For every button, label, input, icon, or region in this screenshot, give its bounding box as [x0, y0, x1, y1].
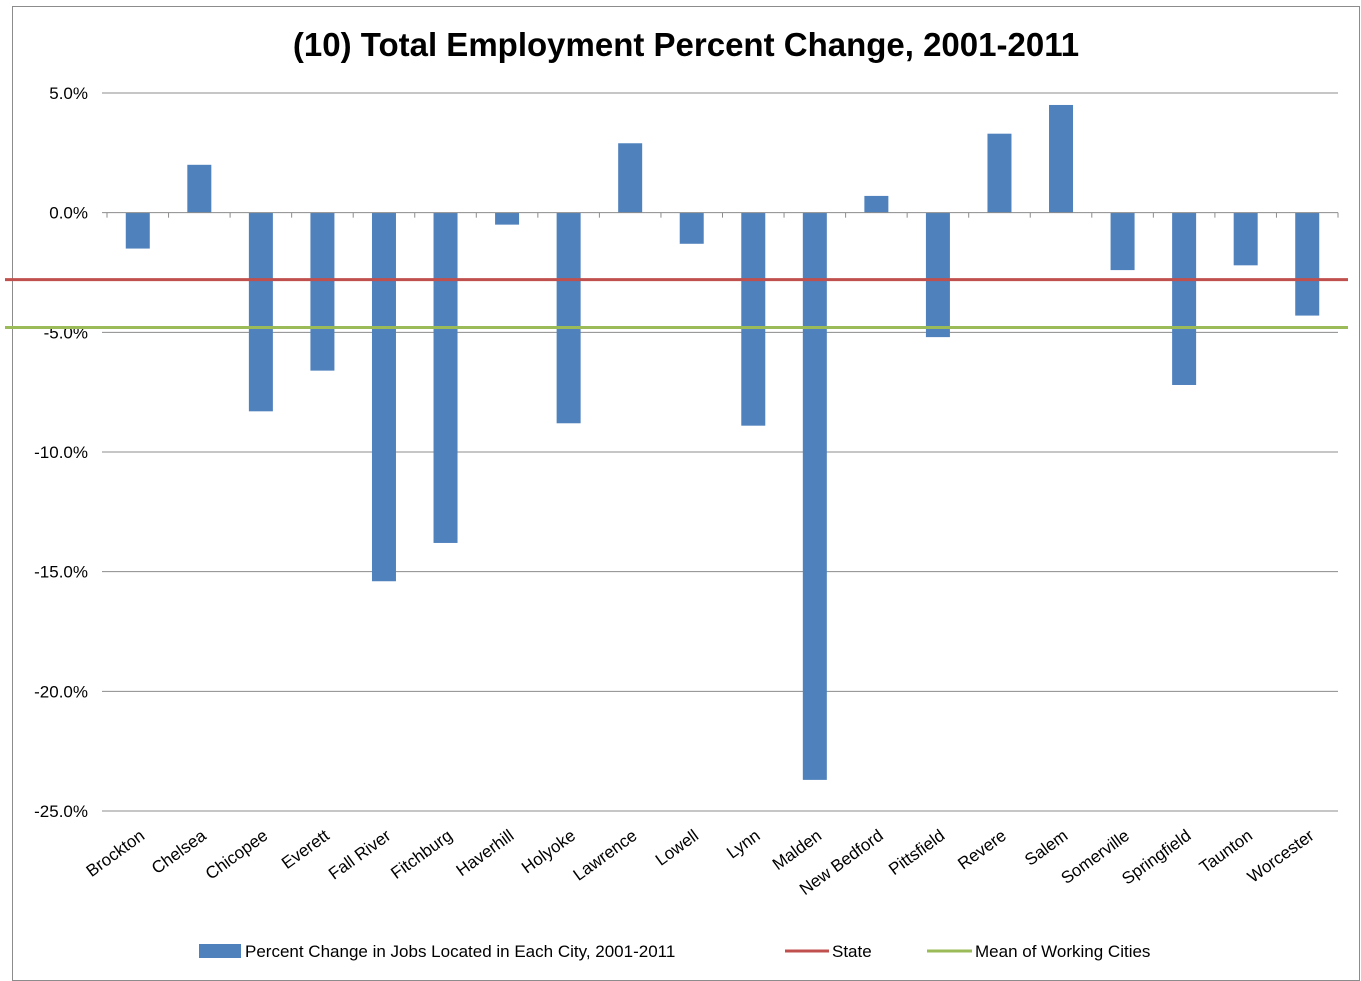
x-tick-label: Everett: [278, 826, 333, 873]
x-tick-label: Lawrence: [570, 826, 641, 885]
bar-springfield: [1172, 212, 1197, 385]
bar-chicopee: [248, 212, 273, 412]
x-tick-label: Fitchburg: [387, 826, 456, 883]
x-tick-label: Haverhill: [453, 826, 518, 880]
bar-lowell: [679, 212, 704, 244]
chart-title: (10) Total Employment Percent Change, 20…: [292, 26, 1080, 63]
bar-malden: [802, 212, 827, 780]
x-tick-label: Chelsea: [148, 826, 210, 878]
y-axis-tick-labels: 5.0%0.0%-5.0%-10.0%-15.0%-20.0%-25.0%: [34, 84, 88, 821]
bar-holyoke: [556, 212, 581, 424]
x-tick-label: Chicopee: [202, 826, 271, 884]
x-tick-label: Springfield: [1118, 826, 1194, 889]
reference-lines: [5, 278, 1348, 330]
bar-taunton: [1233, 212, 1258, 266]
bar-haverhill: [495, 212, 520, 225]
legend-swatch-bar: [199, 944, 241, 958]
bar-salem: [1049, 104, 1074, 213]
legend-label-mean: Mean of Working Cities: [975, 942, 1150, 961]
x-tick-label: Lowell: [652, 826, 702, 870]
bar-pittsfield: [925, 212, 950, 338]
bar-brockton: [125, 212, 150, 249]
bar-fitchburg: [433, 212, 458, 543]
y-tick-label: 5.0%: [49, 84, 88, 103]
bar-chelsea: [187, 164, 212, 213]
bar-fall-river: [371, 212, 396, 582]
bar-revere: [987, 133, 1012, 213]
x-tick-label: Malden: [769, 826, 825, 874]
x-tick-label: Pittsfield: [885, 826, 948, 879]
x-axis: [102, 212, 1339, 218]
y-tick-label: -10.0%: [34, 443, 88, 462]
gridlines: [102, 92, 1338, 812]
chart-frame: [12, 6, 1360, 981]
legend-label-bar: Percent Change in Jobs Located in Each C…: [245, 942, 675, 961]
bar-everett: [310, 212, 335, 371]
legend-label-state: State: [832, 942, 872, 961]
x-tick-label: Fall River: [325, 826, 395, 884]
x-tick-label: Brockton: [83, 826, 148, 881]
legend: Percent Change in Jobs Located in Each C…: [199, 942, 1150, 961]
x-tick-label: Salem: [1021, 826, 1071, 870]
bar-new-bedford: [864, 195, 889, 213]
y-tick-label: -25.0%: [34, 802, 88, 821]
bar-somerville: [1110, 212, 1135, 271]
x-tick-label: Revere: [954, 826, 1010, 874]
bar-lynn: [741, 212, 766, 426]
x-tick-label: Lynn: [723, 826, 763, 863]
bar-worcester: [1295, 212, 1320, 316]
y-tick-label: -15.0%: [34, 563, 88, 582]
y-tick-label: 0.0%: [49, 204, 88, 223]
bars: [125, 104, 1320, 780]
x-tick-label: Worcester: [1244, 826, 1318, 887]
bar-lawrence: [618, 143, 643, 213]
y-tick-label: -20.0%: [34, 682, 88, 701]
